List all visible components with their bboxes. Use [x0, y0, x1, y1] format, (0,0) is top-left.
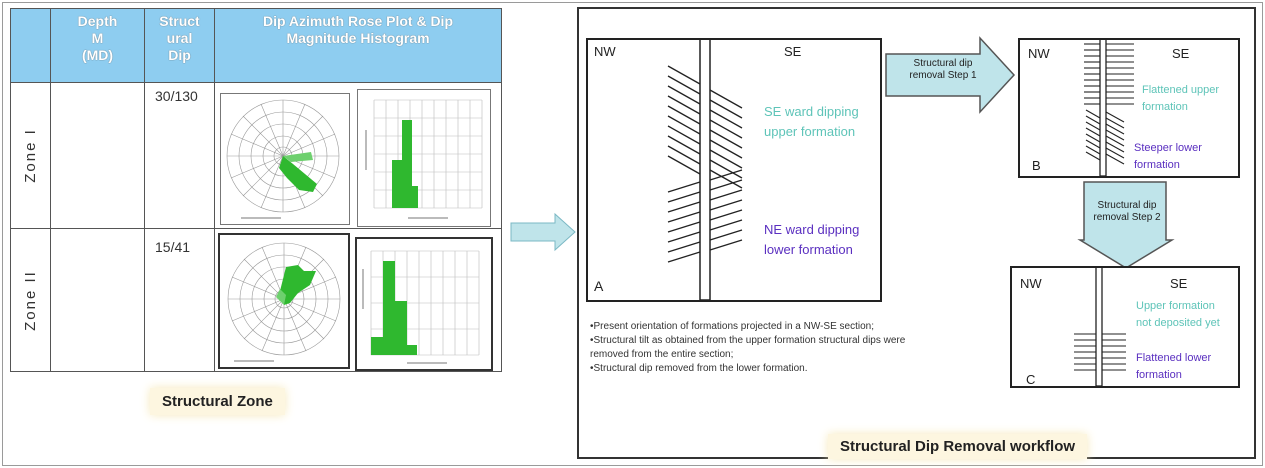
section-a-upper-line1: SE ward dipping: [764, 104, 859, 119]
zone-i-cell: Zone I: [11, 83, 51, 229]
section-a-nw-label: NW: [594, 44, 616, 59]
step1-line1: Structural dip: [913, 58, 973, 69]
histogram-zone-ii: [355, 237, 493, 371]
zone-ii-depth-cell: [51, 229, 145, 371]
section-c-upper-line1: Upper formation: [1136, 300, 1215, 312]
section-b-upper-label: Flattened upper formation: [1142, 82, 1219, 116]
section-a-lower-label: NE ward dipping lower formation: [764, 220, 859, 260]
step2-line2: removal Step 2: [1093, 212, 1161, 223]
section-c-se-label: SE: [1170, 276, 1188, 291]
structural-zone-table: Depth M (MD) Struct ural Dip Dip Azimuth…: [10, 8, 502, 372]
section-b-se-label: SE: [1172, 46, 1190, 61]
header-dip-line2: ural: [166, 30, 193, 46]
section-c-upper-label: Upper formation not deposited yet: [1136, 298, 1220, 332]
zone-ii-cell: Zone II: [11, 229, 51, 371]
header-depth-line2: M: [91, 30, 104, 46]
header-structural-dip: Struct ural Dip: [145, 9, 215, 83]
step1-label: Structural dip removal Step 1: [898, 58, 988, 82]
section-a-upper-label: SE ward dipping upper formation: [764, 102, 859, 142]
header-plots: Dip Azimuth Rose Plot & Dip Magnitude Hi…: [215, 9, 501, 83]
header-blank: [11, 9, 51, 83]
zone-ii-dip-value: 15/41: [155, 239, 191, 255]
zone-ii-label: Zone II: [22, 269, 40, 331]
section-c-lower-line1: Flattened lower: [1136, 352, 1212, 364]
zone-ii-dip-cell: 15/41: [145, 229, 215, 371]
section-a-beds-drawing: [667, 40, 743, 300]
header-plot-line1: Dip Azimuth Rose Plot & Dip: [262, 13, 454, 29]
zone-i-label: Zone I: [22, 128, 39, 183]
workflow-caption: Structural Dip Removal workflow: [828, 434, 1088, 459]
header-depth: Depth M (MD): [51, 9, 145, 83]
zone-i-dip-cell: 30/130: [145, 83, 215, 229]
step1-line2: removal Step 1: [909, 70, 977, 81]
section-a-lower-line1: NE ward dipping: [764, 222, 860, 237]
step2-arrow-icon: [1077, 181, 1175, 269]
section-a-letter: A: [594, 278, 604, 294]
zone-i-plot-cell: [215, 83, 501, 229]
workflow-notes: •Present orientation of formations proje…: [590, 320, 1000, 376]
step2-line1: Structural dip: [1097, 200, 1157, 211]
note-line-2: •Structural tilt as obtained from the up…: [590, 335, 906, 346]
section-b-letter: B: [1032, 158, 1041, 173]
step1-arrow-icon: [885, 36, 1016, 114]
rose-plot-zone-ii: [218, 233, 350, 369]
histogram-zone-i: [357, 89, 491, 227]
rose-plot-zone-i: [220, 93, 350, 225]
note-line-3: removed from the entire section;: [590, 349, 734, 360]
structural-zone-caption: Structural Zone: [150, 388, 285, 415]
header-plot-line2: Magnitude Histogram: [286, 30, 430, 46]
section-b-lower-line2: formation: [1134, 159, 1180, 171]
note-line-4: •Structural dip removed from the lower f…: [590, 363, 808, 374]
section-b-upper-line2: formation: [1142, 101, 1188, 113]
zone-i-dip-value: 30/130: [155, 88, 198, 104]
step2-label: Structural dip removal Step 2: [1082, 200, 1172, 224]
section-b-lower-label: Steeper lower formation: [1134, 140, 1202, 174]
section-a-lower-line2: lower formation: [764, 242, 853, 257]
section-a-upper-line2: upper formation: [764, 124, 856, 139]
section-b: NW SE Flattened upper formation: [1018, 38, 1240, 178]
flow-arrow-icon: [510, 212, 576, 252]
section-c-letter: C: [1026, 372, 1036, 387]
header-dip-line1: Struct: [159, 13, 200, 29]
header-depth-line3: (MD): [81, 47, 114, 63]
section-c-lower-line2: formation: [1136, 369, 1182, 381]
section-b-beds-drawing: [1084, 40, 1134, 176]
section-c-nw-label: NW: [1020, 276, 1042, 291]
header-depth-line1: Depth: [77, 13, 118, 29]
section-a: NW SE SE ward dipping upper formation NE…: [586, 38, 882, 302]
section-b-lower-line1: Steeper lower: [1134, 142, 1202, 154]
zone-i-depth-cell: [51, 83, 145, 229]
note-line-1: •Present orientation of formations proje…: [590, 321, 875, 332]
section-c: NW SE Upper formation not deposited yet …: [1010, 266, 1240, 388]
section-b-upper-line1: Flattened upper: [1142, 84, 1220, 96]
section-c-beds-drawing: [1074, 268, 1126, 386]
section-a-se-label: SE: [784, 44, 802, 59]
section-c-lower-label: Flattened lower formation: [1136, 350, 1211, 384]
section-c-upper-line2: not deposited yet: [1136, 317, 1220, 329]
section-b-nw-label: NW: [1028, 46, 1050, 61]
header-dip-line3: Dip: [168, 47, 191, 63]
